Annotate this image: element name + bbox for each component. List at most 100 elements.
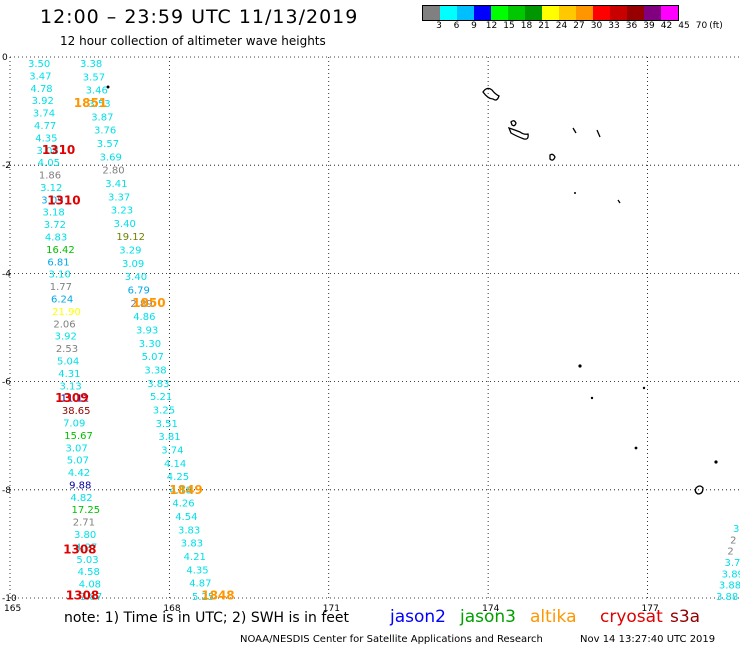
legend-label: 9 <box>471 21 477 31</box>
swh-value: 3.13 <box>59 381 81 392</box>
pass-time-label: 1848 <box>201 588 234 602</box>
swh-value: 5.25 <box>192 592 214 603</box>
lat-lon-grid: 165 168 171 174 177 0 -2 -4 -6 -8 -10 <box>2 53 740 614</box>
lat-tick-label: -8 <box>2 486 11 496</box>
legend-swatch <box>627 6 644 20</box>
swh-value: 4.14 <box>164 459 186 470</box>
islet <box>714 460 718 464</box>
swh-value: 3.08 <box>36 146 58 157</box>
legend-label: 45 <box>678 21 690 31</box>
swh-value: 4.08 <box>79 580 101 591</box>
swh-value: 3.37 <box>108 192 130 203</box>
legend-swatch <box>423 6 440 20</box>
swh-value: 5.04 <box>57 356 79 367</box>
swh-value: 2.89 <box>130 299 152 310</box>
swh-value: 4.35 <box>186 565 208 576</box>
swh-value: 2.71 <box>73 518 95 529</box>
swh-value: 3.09 <box>41 195 63 206</box>
satellite-cryosat: cryosat <box>600 607 663 627</box>
swh-value: 1.86 <box>39 171 61 182</box>
swh-value: 4.21 <box>184 552 206 563</box>
legend-label: 3 <box>436 21 442 31</box>
satellite-s3a: s3a <box>670 607 701 627</box>
swh-value: 19.12 <box>116 232 145 243</box>
island <box>617 199 621 204</box>
swh-value: 15.67 <box>64 431 93 442</box>
swh-value: 5.07 <box>67 456 89 467</box>
island <box>572 127 577 134</box>
swh-value: 4.54 <box>175 512 197 523</box>
legend-label: 12 <box>485 21 498 31</box>
pass-time-label: 1310 <box>42 143 75 157</box>
swh-value: 3.81 <box>158 432 180 443</box>
lon-tick-label: 174 <box>482 604 499 614</box>
swh-labels: 3.503.474.783.923.744.774.353.084.051.86… <box>28 59 740 603</box>
map-title: 12:00 – 23:59 UTC 11/13/2019 <box>40 6 359 28</box>
pass-time-label: 1850 <box>132 296 165 310</box>
satellite-altika: altika <box>530 607 577 627</box>
swh-value: 3.57 <box>83 72 105 83</box>
island <box>596 129 601 138</box>
swh-value: 3.51 <box>156 419 178 430</box>
islet <box>574 192 576 194</box>
swh-value: 3.40 <box>114 219 136 230</box>
lat-tick-label: -6 <box>2 378 11 388</box>
swh-value: 3.92 <box>32 96 54 107</box>
islands <box>482 87 704 495</box>
swh-value: 3.40 <box>125 272 147 283</box>
swh-value: 3.10 <box>49 270 71 281</box>
swh-value: 3.83 <box>178 525 200 536</box>
map-subtitle: 12 hour collection of altimeter wave hei… <box>60 34 326 48</box>
swh-value: 3.07 <box>65 443 87 454</box>
legend-label: 70 <box>695 21 708 31</box>
legend-swatch <box>440 6 457 20</box>
legend-label: 33 <box>608 21 620 31</box>
swh-value: 3.69 <box>100 152 122 163</box>
pass-time-label: 1310 <box>47 193 80 207</box>
swh-value: 4.26 <box>172 499 194 510</box>
swh-value: 3.88 <box>719 581 740 592</box>
swh-value: 3.29 <box>119 246 141 257</box>
swh-value: 4.31 <box>58 369 80 380</box>
legend-label: 30 <box>590 21 603 31</box>
swh-value: 3.46 <box>86 86 108 97</box>
island <box>510 120 517 127</box>
pass-time-label: 1849 <box>169 483 202 497</box>
pass-time-label: 1308 <box>63 542 96 556</box>
swh-value: 2 <box>730 535 736 546</box>
swh-value: 4.58 <box>78 567 100 578</box>
swh-value: 4.86 <box>133 312 155 323</box>
swh-value: 3.09 <box>122 259 144 270</box>
swh-value: 3.47 <box>29 71 51 82</box>
swh-value: 6.81 <box>47 257 69 268</box>
pass-time-label: 1308 <box>66 588 99 602</box>
swh-value: 2 <box>727 547 733 558</box>
units-note: note: 1) Time is in UTC; 2) SWH is in fe… <box>64 610 350 626</box>
island <box>507 126 529 140</box>
swh-value: 3.83 <box>181 539 203 550</box>
swh-value: 3.41 <box>105 179 127 190</box>
pass-time-label: 1309 <box>55 391 88 405</box>
legend-swatch <box>593 6 610 20</box>
legend-swatch <box>491 6 508 20</box>
swh-value: 1.77 <box>50 282 72 293</box>
small-islands <box>106 85 718 464</box>
swh-value: 4.35 <box>35 133 57 144</box>
satellite-jason3: jason3 <box>460 607 516 627</box>
color-scale-legend <box>422 5 679 21</box>
legend-label: 21 <box>538 21 550 31</box>
swh-value: 3.92 <box>55 332 77 343</box>
pass-time-label: 1851 <box>74 96 107 110</box>
swh-value: 3.74 <box>161 445 183 456</box>
swh-value: 4.05 <box>38 158 60 169</box>
swh-value: 5.03 <box>76 555 98 566</box>
swh-value: 9.88 <box>69 480 91 491</box>
legend-swatch <box>610 6 627 20</box>
swh-value: 3.89 <box>722 569 740 580</box>
swh-value: 2.53 <box>56 344 78 355</box>
swh-value: 3.30 <box>139 339 161 350</box>
swh-value: 3.12 <box>40 183 62 194</box>
swh-value: 3.25 <box>153 405 175 416</box>
swh-value: 3.87 <box>80 592 102 603</box>
